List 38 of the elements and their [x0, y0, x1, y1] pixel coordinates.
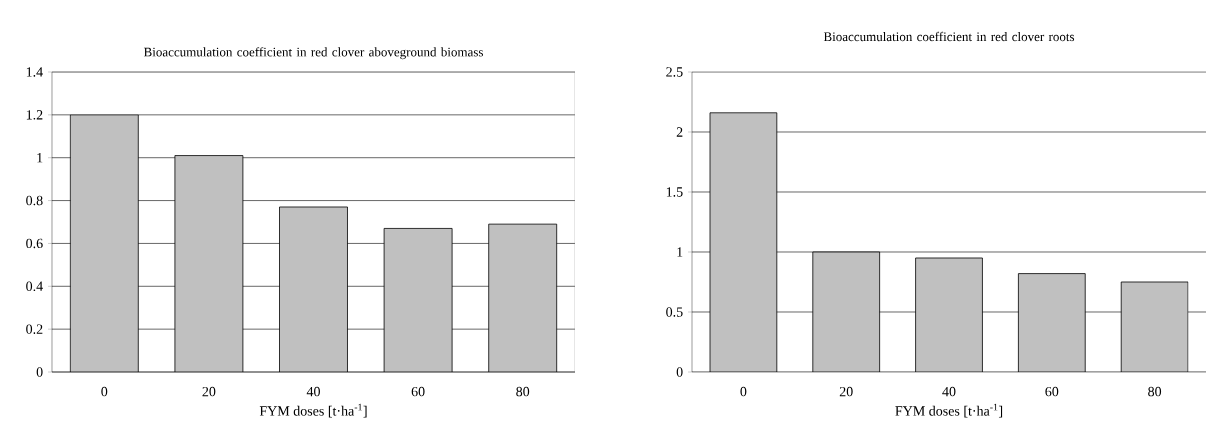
y-tick-label: 0.2	[26, 324, 43, 334]
bar	[1120, 281, 1189, 372]
bar	[174, 155, 244, 372]
bar	[383, 228, 453, 372]
x-tick-label: 20	[839, 386, 853, 397]
x-tick-label: 40	[306, 386, 320, 397]
y-tick-label: 1	[677, 247, 683, 257]
bar	[70, 114, 139, 372]
y-tick-label: 1.2	[26, 110, 43, 120]
x-tick-label: 20	[202, 386, 216, 397]
y-tick-label: 0.6	[26, 238, 43, 249]
y-tick-label: 0.4	[26, 281, 43, 292]
x-axis-title: FYM doses [t·ha$^{-1}$]	[259, 403, 367, 418]
x-tick-label: 60	[1045, 386, 1059, 397]
x-tick-label: 60	[411, 386, 425, 397]
bar	[488, 223, 558, 372]
x-tick-label: 80	[1148, 386, 1162, 397]
x-tick-label: 40	[942, 386, 956, 397]
y-tick-label: 1	[37, 153, 43, 163]
x-tick-label: 0	[740, 386, 747, 397]
y-tick-label: 0.8	[26, 195, 43, 206]
y-tick-label: 2.5	[666, 67, 683, 77]
x-tick-label: 0	[101, 386, 108, 397]
x-axis-title: FYM doses [t·ha$^{-1}$]	[895, 403, 1003, 418]
bar	[915, 257, 983, 372]
x-tick-label: 80	[516, 386, 530, 397]
y-tick-label: 1.4	[26, 67, 43, 77]
y-tick-label: 2	[676, 127, 683, 137]
y-tick-label: 1.5	[666, 187, 683, 197]
y-tick-label: 0	[36, 367, 43, 377]
bar	[709, 112, 778, 372]
bar	[812, 252, 880, 372]
y-tick-label: 0.5	[666, 307, 683, 317]
y-tick-label: 0	[676, 367, 683, 377]
chart-title: Bioaccumulation coefficient in red clover roots	[823, 31, 1075, 42]
bar	[279, 206, 348, 372]
bar	[1018, 273, 1086, 372]
chart-title: Bioaccumulation coefficient in red clover aboveground biomass	[143, 47, 483, 60]
